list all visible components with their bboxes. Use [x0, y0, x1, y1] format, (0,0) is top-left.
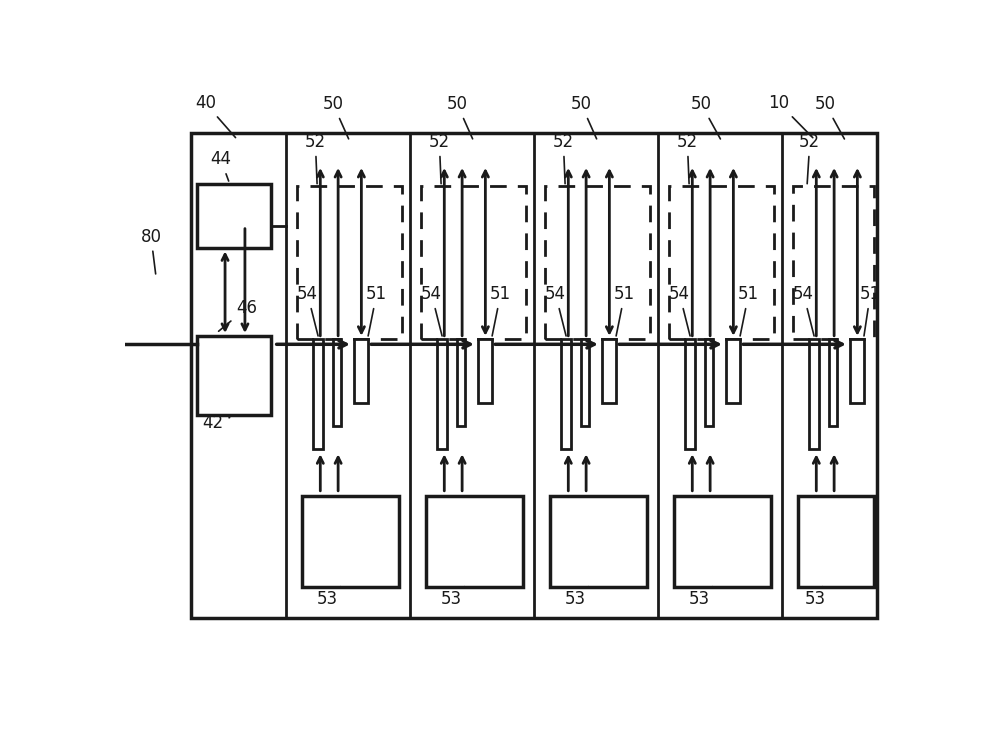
Text: 42: 42	[202, 414, 230, 432]
Text: 52: 52	[553, 133, 574, 184]
Text: 50: 50	[691, 95, 720, 139]
Text: 51: 51	[738, 285, 759, 336]
Bar	[705, 339, 713, 426]
Text: 51: 51	[490, 285, 511, 336]
Bar	[829, 339, 837, 426]
Bar	[457, 339, 465, 426]
Text: 54: 54	[421, 285, 442, 336]
Text: 54: 54	[545, 285, 566, 336]
Bar	[191, 133, 877, 618]
Bar	[669, 187, 774, 339]
Text: 46: 46	[219, 299, 257, 332]
Bar	[437, 339, 447, 449]
Bar	[726, 339, 740, 403]
Text: 53: 53	[805, 586, 826, 608]
Bar	[793, 187, 874, 339]
Bar	[197, 336, 271, 415]
Text: 52: 52	[799, 133, 820, 184]
Bar	[297, 187, 402, 339]
Text: 54: 54	[297, 285, 318, 336]
Text: 50: 50	[323, 95, 349, 139]
Bar	[313, 339, 323, 449]
Text: 52: 52	[429, 133, 450, 184]
Bar	[674, 496, 771, 586]
Text: 52: 52	[305, 133, 326, 184]
Text: 54: 54	[793, 285, 814, 336]
Text: 53: 53	[689, 586, 712, 608]
Bar	[798, 496, 874, 586]
Bar	[581, 339, 589, 426]
Bar	[333, 339, 341, 426]
Text: 50: 50	[571, 95, 597, 139]
Bar	[685, 339, 695, 449]
Text: 53: 53	[565, 586, 588, 608]
Bar	[197, 184, 271, 248]
Bar	[545, 187, 650, 339]
Bar	[602, 339, 616, 403]
Bar	[809, 339, 819, 449]
Bar	[426, 496, 523, 586]
Text: 51: 51	[614, 285, 635, 336]
Text: 51: 51	[366, 285, 387, 336]
Bar	[302, 496, 399, 586]
Text: 40: 40	[195, 94, 236, 138]
Text: 80: 80	[140, 228, 162, 274]
Text: 44: 44	[210, 151, 231, 181]
Text: 50: 50	[815, 95, 844, 139]
Bar	[354, 339, 368, 403]
Bar	[561, 339, 571, 449]
Text: 53: 53	[441, 586, 464, 608]
Text: 50: 50	[447, 95, 473, 139]
Text: 51: 51	[860, 285, 881, 336]
Bar	[478, 339, 492, 403]
Text: 54: 54	[669, 285, 690, 336]
Text: 10: 10	[768, 94, 813, 138]
Bar	[421, 187, 526, 339]
Text: 53: 53	[317, 586, 340, 608]
Bar	[850, 339, 864, 403]
Text: 52: 52	[677, 133, 698, 184]
Bar	[550, 496, 647, 586]
